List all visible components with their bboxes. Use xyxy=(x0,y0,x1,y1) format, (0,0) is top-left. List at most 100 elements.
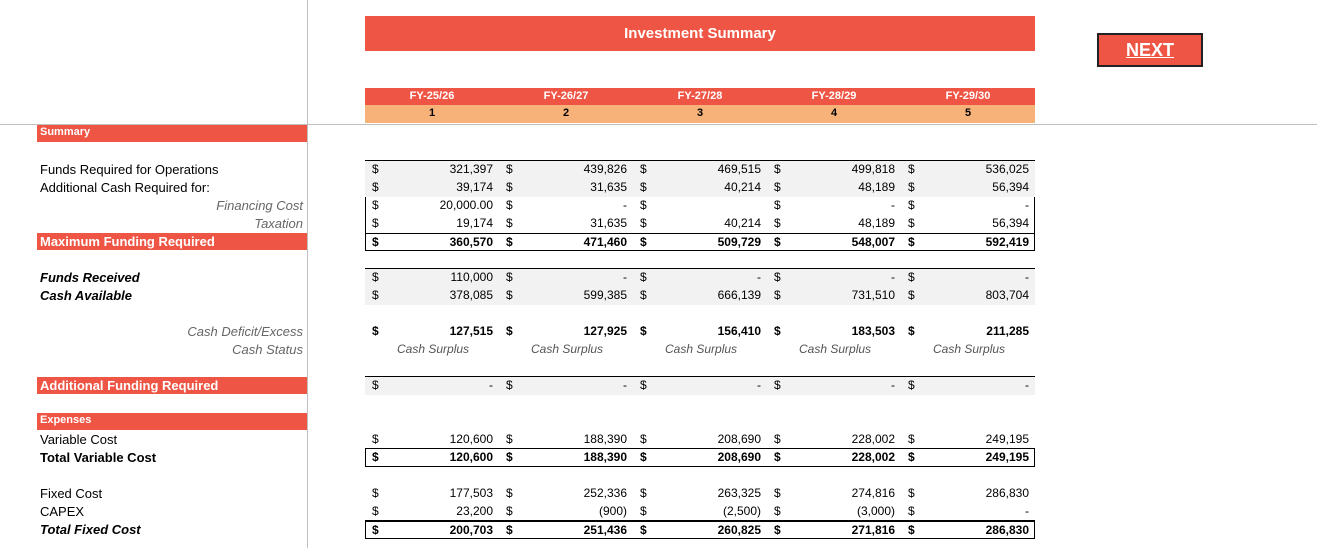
value-cell: - xyxy=(489,378,493,392)
value-cell: 360,570 xyxy=(449,235,493,249)
value-cell: 249,195 xyxy=(985,450,1029,464)
row-label: Cash Status xyxy=(232,342,303,357)
value-cell: 156,410 xyxy=(717,324,761,338)
currency-symbol: $ xyxy=(372,378,379,392)
value-cell: 183,503 xyxy=(851,324,895,338)
currency-symbol: $ xyxy=(908,450,915,464)
currency-symbol: $ xyxy=(640,216,647,230)
value-cell: 271,816 xyxy=(851,523,895,537)
year-number: 2 xyxy=(562,107,570,119)
value-cell: 188,390 xyxy=(583,432,627,446)
header-divider xyxy=(0,124,1317,125)
table-row: $127,515 $127,925 $156,410 $183,503 $211,285 xyxy=(365,323,1035,341)
row-label: Cash Deficit/Excess xyxy=(187,324,303,339)
row-label: Funds Received xyxy=(40,270,140,285)
table-row: $321,397 $439,826 $469,515 $499,818 $536,025 xyxy=(365,161,1035,179)
currency-symbol: $ xyxy=(372,198,379,212)
value-cell: - xyxy=(1025,270,1029,284)
currency-symbol: $ xyxy=(640,523,647,537)
total-variable-box xyxy=(365,448,1035,467)
row-label: Funds Required for Operations xyxy=(40,162,219,177)
currency-symbol: $ xyxy=(640,162,647,176)
currency-symbol: $ xyxy=(506,180,513,194)
row-label: Financing Cost xyxy=(216,198,303,213)
currency-symbol: $ xyxy=(908,378,915,392)
table-row: $20,000.00 $ - $ $ - $ - xyxy=(365,197,1035,215)
row-label: Fixed Cost xyxy=(40,486,103,501)
summary-section-header: Summary xyxy=(37,125,307,142)
max-funding-section-header: Maximum Funding Required xyxy=(37,233,307,250)
currency-symbol: $ xyxy=(372,235,379,249)
currency-symbol: $ xyxy=(372,486,379,500)
cash-status-cell: Cash Surplus xyxy=(799,342,872,356)
currency-symbol: $ xyxy=(372,288,379,302)
currency-symbol: $ xyxy=(640,324,647,338)
value-cell: 23,200 xyxy=(456,504,493,518)
table-row: $ - $ - $ - $ - $ - xyxy=(365,377,1035,395)
value-cell: - xyxy=(1025,378,1029,392)
funding-table-box xyxy=(365,160,1035,251)
currency-symbol: $ xyxy=(640,270,647,284)
currency-symbol: $ xyxy=(908,216,915,230)
currency-symbol: $ xyxy=(908,432,915,446)
year-number: 5 xyxy=(964,107,972,119)
currency-symbol: $ xyxy=(372,523,379,537)
value-cell: 188,390 xyxy=(583,450,627,464)
currency-symbol: $ xyxy=(640,378,647,392)
row-label: Total Variable Cost xyxy=(40,450,157,465)
next-button[interactable]: NEXT xyxy=(1097,33,1203,67)
value-cell: 378,085 xyxy=(449,288,493,302)
value-cell: - xyxy=(1025,198,1029,212)
value-cell: - xyxy=(623,198,627,212)
cash-status-cell: Cash Surplus xyxy=(531,342,604,356)
cash-status-cell: Cash Surplus xyxy=(933,342,1006,356)
value-cell: 439,826 xyxy=(583,162,627,176)
currency-symbol: $ xyxy=(640,504,647,518)
table-row: $120,600 $188,390 $208,690 $228,002 $249,195 xyxy=(365,431,1035,449)
value-cell: 228,002 xyxy=(851,432,895,446)
year-header: FY-25/26 xyxy=(409,90,455,102)
year-number: 3 xyxy=(696,107,704,119)
total-fixed-box xyxy=(365,520,1035,539)
currency-symbol: $ xyxy=(372,162,379,176)
value-cell: 211,285 xyxy=(986,324,1029,338)
year-header: FY-26/27 xyxy=(543,90,589,102)
table-row: $23,200 $ (900) $ (2,500) $ (3,000) $ - xyxy=(365,503,1035,521)
value-cell: (3,000) xyxy=(856,504,895,518)
value-cell: 120,600 xyxy=(449,432,493,446)
currency-symbol: $ xyxy=(372,324,379,338)
currency-symbol: $ xyxy=(774,523,781,537)
row-label: CAPEX xyxy=(40,504,85,519)
currency-symbol: $ xyxy=(774,270,781,284)
currency-symbol: $ xyxy=(774,216,781,230)
currency-symbol: $ xyxy=(372,180,379,194)
currency-symbol: $ xyxy=(908,288,915,302)
value-cell: - xyxy=(623,378,627,392)
table-row: Cash Surplus Cash Surplus Cash Surplus Cash… xyxy=(365,341,1035,359)
value-cell: - xyxy=(891,270,895,284)
value-cell: 40,214 xyxy=(724,180,761,194)
year-number: 4 xyxy=(830,107,838,119)
value-cell: 48,189 xyxy=(858,180,895,194)
value-cell: 286,830 xyxy=(985,523,1029,537)
cash-status-cell: Cash Surplus xyxy=(397,342,470,356)
row-label: Total Fixed Cost xyxy=(40,522,141,537)
value-cell: 40,214 xyxy=(724,216,761,230)
section-label: Maximum Funding Required xyxy=(40,234,215,249)
value-cell: 548,007 xyxy=(851,235,895,249)
table-row: $110,000 $ - $ - $ - $ - xyxy=(365,269,1035,287)
value-cell: 127,515 xyxy=(449,324,493,338)
currency-symbol: $ xyxy=(506,288,513,302)
currency-symbol: $ xyxy=(774,198,781,212)
value-cell: 228,002 xyxy=(851,450,895,464)
value-cell: 260,825 xyxy=(717,523,761,537)
cash-status-cell: Cash Surplus xyxy=(665,342,738,356)
currency-symbol: $ xyxy=(640,288,647,302)
currency-symbol: $ xyxy=(908,486,915,500)
currency-symbol: $ xyxy=(372,504,379,518)
expenses-section-header: Expenses xyxy=(37,413,307,430)
value-cell: 19,174 xyxy=(456,216,493,230)
value-cell: - xyxy=(757,378,761,392)
value-cell: (2,500) xyxy=(722,504,761,518)
currency-symbol: $ xyxy=(640,432,647,446)
